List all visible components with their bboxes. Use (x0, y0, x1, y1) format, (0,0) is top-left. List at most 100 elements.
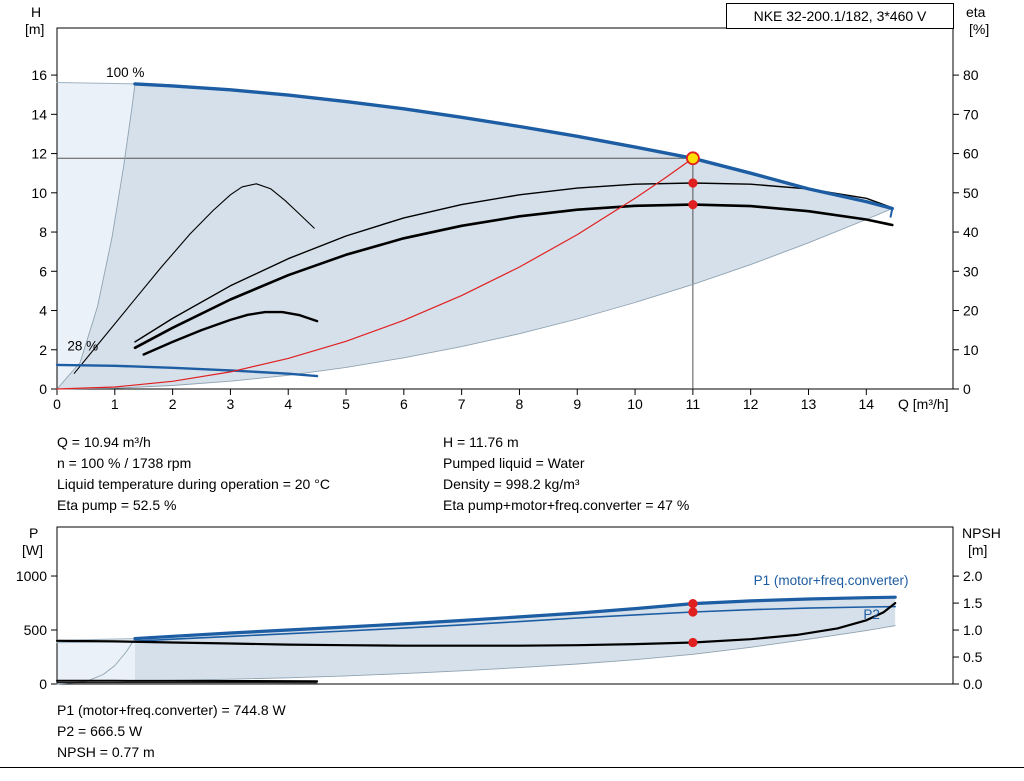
right-tick-label: 40 (963, 224, 979, 240)
right-tick-label: 30 (963, 263, 979, 279)
pump-curve-extension-line (56, 82, 136, 85)
pump-title-box: NKE 32-200.1/182, 3*460 V (726, 3, 954, 29)
right-tick-label: 1.0 (963, 622, 983, 638)
power-envelope-region (135, 597, 896, 681)
duty-info-right-column: H = 11.76 m Pumped liquid = Water Densit… (443, 432, 689, 523)
eta-total-marker[interactable] (688, 200, 698, 210)
right-tick-label: 70 (963, 106, 979, 122)
x-tick-label: 1 (111, 396, 119, 412)
x-tick-label: 14 (859, 396, 875, 412)
left-tick-label: 2 (39, 342, 47, 358)
left-tick-label: 0 (39, 381, 47, 397)
left-tick-label: 1000 (16, 568, 47, 584)
power-right-axis-unit: [m] (968, 542, 988, 558)
npsh-curve (55, 601, 897, 647)
x-tick-label: 3 (227, 396, 235, 412)
eta-total-reduced-speed-arc (142, 310, 319, 356)
info-liquid: Pumped liquid = Water (443, 455, 585, 471)
info-eta-pump: Eta pump = 52.5 % (57, 497, 177, 513)
x-tick-label: 11 (686, 396, 701, 412)
x-tick-label: 2 (169, 396, 177, 412)
duty-system-curve (56, 157, 694, 390)
power-chart[interactable]: 0 500 1000 0.0 0.5 1.0 1.5 2.0 P1 (motor+freq.co… (0, 523, 1024, 690)
speed-28pct-label: 28 % (67, 339, 98, 354)
eta-pump-reduced-speed-arc (73, 183, 315, 374)
right-tick-label: 1.5 (963, 595, 983, 611)
eta-pump-curve (134, 182, 893, 343)
x-tick-label: 6 (400, 396, 408, 412)
x-axis-label: Q [m³/h] (898, 396, 949, 412)
duty-info-block: Q = 10.94 m³/h n = 100 % / 1738 rpm Liqu… (0, 420, 1024, 523)
left-tick-label: 10 (31, 185, 47, 201)
head-chart-area: 0 2 4 6 8 10 12 14 16 0 10 20 30 40 50 60 70 80 0 1 2 3 4 5 6 7 8 9… (0, 0, 1024, 420)
left-tick-label: 8 (39, 224, 47, 240)
left-tick-label: 6 (39, 263, 47, 279)
power-left-axis-letter: P (29, 525, 39, 541)
right-tick-label: 50 (963, 185, 979, 201)
p2-label: P2 (863, 607, 880, 622)
right-tick-label: 2.0 (963, 568, 983, 584)
info-flow: Q = 10.94 m³/h (57, 434, 151, 450)
speed-100pct-label: 100 % (106, 65, 144, 80)
left-light-region (57, 82, 135, 389)
max-flow-power-boundary (134, 625, 896, 682)
right-tick-label: 80 (963, 67, 979, 83)
left-tick-label: 12 (31, 146, 47, 162)
eta-pump-marker[interactable] (688, 178, 698, 188)
left-tick-label: 0 (39, 676, 47, 690)
p2-curve (134, 605, 897, 642)
head-right-axis-unit: [%] (969, 21, 990, 37)
info-head: H = 11.76 m (443, 434, 519, 450)
info-p1: P1 (motor+freq.converter) = 744.8 W (57, 702, 286, 718)
power-info-block: P1 (motor+freq.converter) = 744.8 W P2 =… (0, 690, 1024, 763)
pump-title-text: NKE 32-200.1/182, 3*460 V (753, 8, 927, 24)
p2-marker[interactable] (688, 607, 698, 617)
duty-info-left-column: Q = 10.94 m³/h n = 100 % / 1738 rpm Liqu… (57, 432, 443, 523)
left-tick-label: 500 (24, 622, 48, 638)
right-tick-label: 0.0 (963, 676, 983, 690)
right-tick-label: 10 (963, 342, 979, 358)
max-flow-boundary-line (56, 208, 893, 390)
head-left-axis-unit: [m] (25, 21, 45, 37)
info-temperature: Liquid temperature during operation = 20… (57, 476, 330, 492)
power-left-axis-unit: [W] (22, 542, 43, 558)
right-tick-label: 20 (963, 303, 979, 319)
info-speed: n = 100 % / 1738 rpm (57, 455, 192, 471)
head-chart-frame (56, 27, 954, 390)
power-right-axis-letter: NPSH (962, 525, 1001, 541)
info-eta-total: Eta pump+motor+freq.converter = 47 % (443, 497, 690, 513)
x-tick-label: 5 (342, 396, 350, 412)
power-left-light-region (57, 638, 135, 683)
info-npsh: NPSH = 0.77 m (57, 744, 155, 760)
p1-label: P1 (motor+freq.converter) (754, 573, 909, 588)
x-tick-label: 9 (573, 396, 581, 412)
p1-curve (133, 595, 897, 641)
head-right-axis-letter: eta (966, 4, 986, 20)
p1-marker[interactable] (688, 599, 698, 609)
min-flow-power-boundary (56, 638, 136, 685)
left-tick-label: 16 (31, 67, 47, 83)
x-tick-label: 0 (53, 396, 61, 412)
head-left-axis-letter: H (31, 4, 42, 20)
info-p2: P2 = 666.5 W (57, 723, 143, 739)
eta-pump-motor-freq-curve (133, 203, 894, 350)
right-tick-label: 0 (963, 381, 971, 397)
x-tick-label: 4 (284, 396, 292, 412)
pump-curve-100pct (133, 82, 894, 211)
power-chart-frame (56, 526, 954, 685)
pump-curve-28pct (55, 363, 319, 378)
x-tick-label: 10 (627, 396, 643, 412)
bottom-divider (0, 767, 1024, 768)
x-tick-label: 12 (743, 396, 759, 412)
x-tick-label: 13 (801, 396, 817, 412)
pump-curve-end-tick (889, 207, 894, 218)
left-tick-label: 14 (31, 106, 47, 122)
duty-point-marker[interactable] (686, 151, 700, 166)
npsh-marker[interactable] (688, 637, 698, 648)
min-flow-boundary-line (56, 83, 136, 390)
info-density: Density = 998.2 kg/m³ (443, 476, 580, 492)
x-tick-label: 7 (458, 396, 466, 412)
left-tick-label: 4 (39, 303, 47, 319)
